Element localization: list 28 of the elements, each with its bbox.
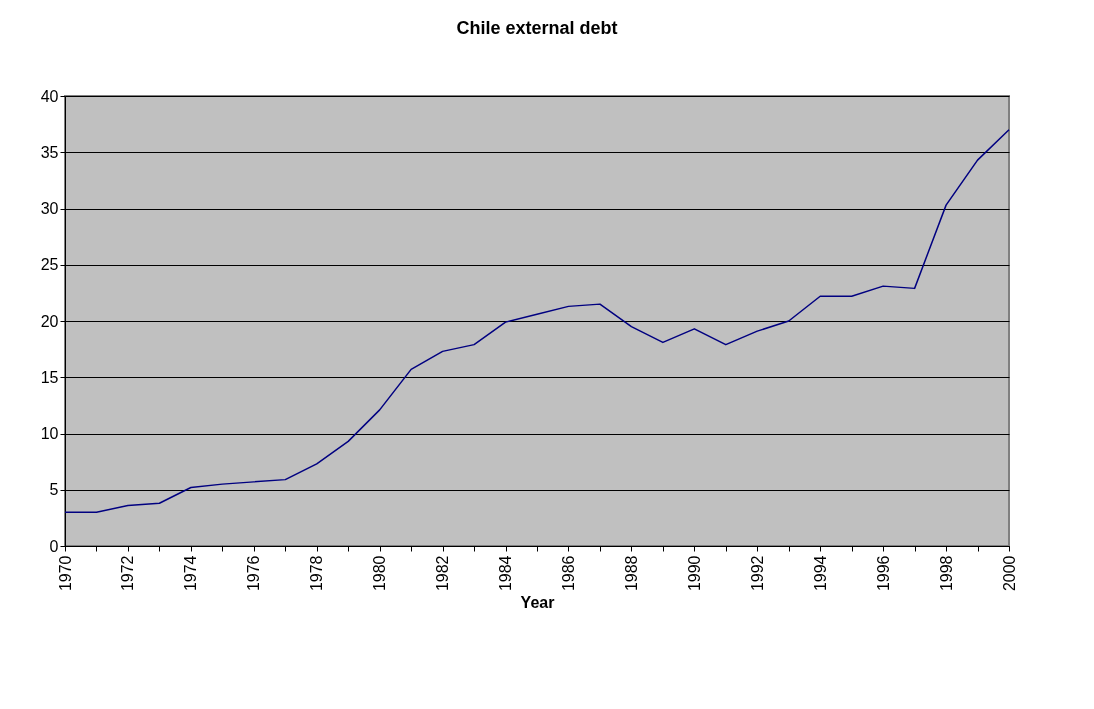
y-tick-label: 40 [40, 87, 59, 105]
y-tick-label: 30 [40, 200, 59, 217]
x-tick-label: 1974 [182, 555, 200, 592]
y-tick-label: 5 [49, 481, 59, 499]
x-tick-label: 1982 [434, 555, 452, 592]
line-series [64, 129, 1010, 513]
x-axis-title: Year [520, 594, 555, 612]
x-tick-label: 2000 [1000, 555, 1018, 592]
y-tick-label: 0 [49, 537, 59, 555]
x-tick-label: 1990 [685, 555, 703, 592]
y-tick-label: 15 [40, 368, 59, 386]
x-tick-label: 1988 [622, 555, 640, 592]
x-tick-label: 1996 [874, 555, 892, 592]
x-tick-label: 1972 [119, 555, 137, 592]
chart-title: Chile external debt [456, 18, 618, 38]
y-tick-label: 10 [40, 425, 59, 442]
y-tick-label: 25 [40, 256, 59, 274]
y-tick-label: 20 [40, 312, 59, 330]
x-tick-label: 1976 [245, 555, 263, 592]
x-tick-label: 1970 [56, 555, 74, 592]
x-tick-label: 1978 [308, 555, 326, 592]
x-tick-label: 1998 [937, 555, 955, 592]
y-tick-label: 35 [40, 143, 59, 161]
x-tick-label: 1984 [497, 555, 515, 592]
x-tick-label: 1994 [811, 555, 829, 592]
x-tick-label: 1980 [371, 555, 389, 592]
x-tick-label: 1986 [559, 555, 577, 592]
x-tick-label: 1992 [748, 555, 766, 592]
